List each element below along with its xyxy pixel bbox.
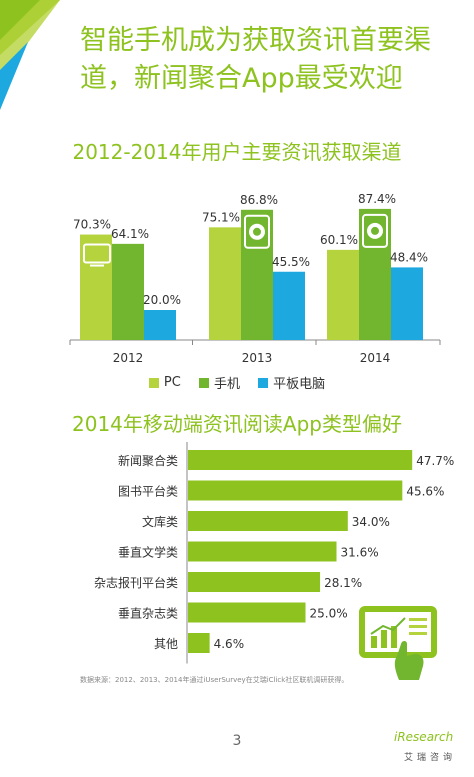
bar [188,633,210,653]
bar [188,572,321,592]
legend-item-tablet: 平板电脑 [258,373,325,392]
x-tick-label: 2012 [113,351,144,365]
bar [327,249,359,340]
legend-label-tablet: 平板电脑 [273,377,326,392]
bar-value-label: 64.1% [111,227,149,241]
bar [112,243,144,340]
category-label: 新闻聚合类 [118,453,178,468]
bar [80,234,112,340]
bar-value-label: 47.7% [416,454,454,468]
chart1-title: 2012-2014年用户主要资讯获取渠道 [72,140,402,164]
bar-value-label: 48.4% [390,250,428,264]
bar-value-label: 60.1% [320,233,358,247]
bar-value-label: 25.0% [310,607,348,621]
category-label: 其他 [154,637,178,651]
x-tick-label: 2013 [242,351,273,365]
page-number: 3 [232,733,242,749]
category-label: 垂直杂志类 [118,607,178,621]
corner-decoration [0,0,60,110]
bar-value-label: 28.1% [324,576,362,590]
bar [188,511,348,531]
legend-label-phone: 手机 [213,377,240,392]
bar [188,541,337,562]
phone-globe-icon [244,214,270,249]
bar-value-label: 31.6% [341,546,379,560]
category-label: 图书平台类 [118,484,178,499]
legend-item-pc: PC [148,375,181,390]
legend-item-phone: 手机 [198,373,240,392]
bar-value-label: 87.4% [358,192,396,206]
logo-brand: iResearch [394,730,454,744]
bar [391,267,423,340]
legend-label-pc: PC [163,375,181,390]
monitor-icon [83,243,111,267]
bar-value-label: 86.8% [240,193,278,207]
category-label: 文库类 [142,514,178,529]
bar [188,602,306,623]
bar-value-label: 45.5% [272,255,310,269]
app-preference-bar-chart: 新闻聚合类 47.7% 图书平台类 45.6% 文库类 34.0% 垂直文学类 31.6% 杂志… [94,442,454,664]
category-label: 杂志报刊平台类 [94,575,178,590]
page-title: 智能手机成为获取资讯首要渠道，新闻聚合App最受欢迎 [80,25,431,94]
bar-value-label: 45.6% [406,485,444,499]
bar-value-label: 20.0% [143,293,181,307]
chart1-legend: PC 手机 平板电脑 [0,373,474,392]
bar-value-label: 75.1% [202,210,240,224]
bar-value-label: 34.0% [352,515,390,529]
bar [144,310,176,340]
phone-globe-icon [362,213,388,248]
bar-value-label: 4.6% [214,637,245,651]
channel-bar-chart: 70.3%64.1% 20.0% 2012 75.1%86.8% 45.5% 2013 60… [69,192,441,365]
category-label: 垂直文学类 [118,545,178,560]
bar [273,271,305,340]
bar [188,480,403,501]
x-tick-label: 2014 [360,351,391,365]
bar-value-label: 70.3% [73,218,111,232]
data-source-note: 数据来源：2012、2013、2014年通过iUserSurvey在艾瑞iCli… [80,676,349,684]
bar [188,450,413,470]
logo-sub: 艾瑞咨询 [404,753,457,763]
iresearch-logo: iResearch 艾瑞咨询 [394,730,464,770]
chart2-title: 2014年移动端资讯阅读App类型偏好 [72,412,402,436]
bar [209,227,241,340]
tablet-chart-icon [359,606,437,680]
